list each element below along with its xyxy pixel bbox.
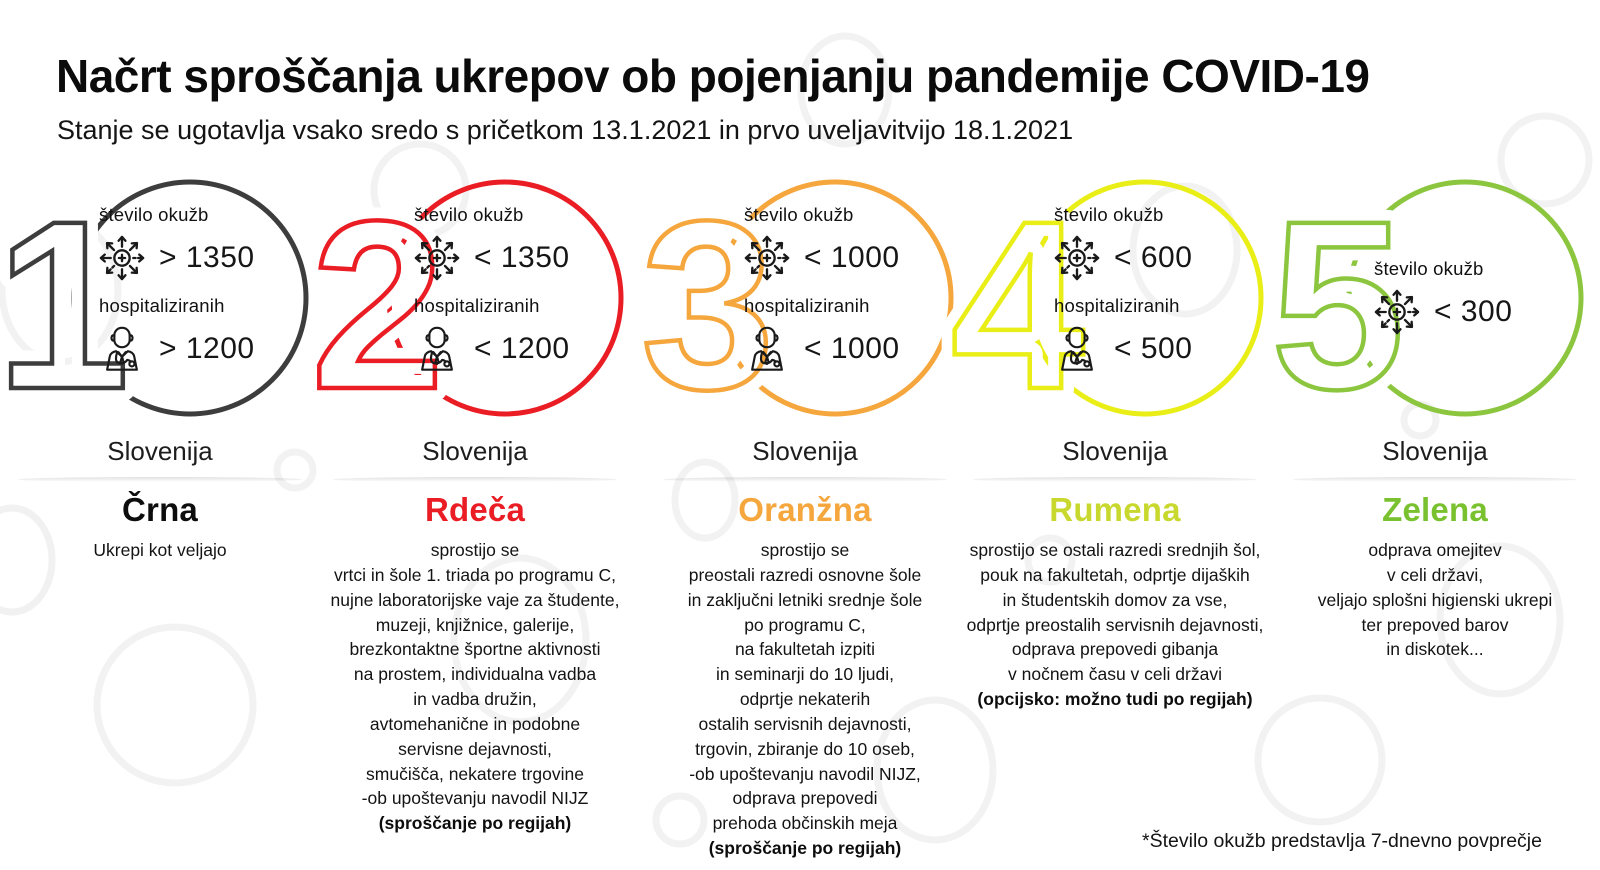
stage-note: (opcijsko: možno tudi po regijah): [977, 689, 1253, 710]
hospitalized-value: > 1200: [159, 332, 255, 365]
metrics: število okužb < 300: [1370, 258, 1580, 349]
stage-number: 5: [1271, 171, 1404, 439]
infections-value: < 300: [1434, 295, 1513, 328]
stage-number: 2: [311, 171, 444, 439]
hospitalized-label: hospitaliziranih: [1054, 295, 1180, 316]
stage-description: sprostijo se vrtci in šole 1. triada po …: [330, 540, 620, 809]
stage-number: 1: [0, 171, 129, 439]
stage-number: 4: [951, 171, 1084, 439]
stage-number-halo: 2: [311, 171, 444, 439]
stage-circle: [716, 179, 954, 417]
doctor-icon: [1061, 326, 1093, 371]
hospitalized-label: hospitaliziranih: [744, 295, 870, 316]
doctor-icon: [106, 326, 138, 371]
stage-note: (sproščanje po regijah): [378, 813, 572, 834]
infections-label: število okužb: [1054, 204, 1164, 225]
stage-name: Oranžna: [738, 491, 872, 528]
stage-number-halo: 1: [0, 171, 129, 439]
infections-metric: število okužb < 1000: [740, 204, 950, 287]
footnote: *Število okužb predstavlja 7-dnevno povp…: [1142, 829, 1542, 852]
metrics: število okužb > 1350 hospitaliziranih > …: [95, 204, 305, 386]
infections-metric: število okužb > 1350: [95, 204, 305, 287]
stage-4-badge: 4 4: [938, 158, 1264, 452]
stage-1-badge: 1 1: [0, 158, 309, 452]
stage-3-badge: 3 3: [628, 158, 954, 452]
divider: [333, 477, 617, 482]
page-title: Načrt sproščanja ukrepov ob pojenjanju p…: [56, 49, 1370, 102]
stage-2-badge: 2 2: [298, 158, 624, 452]
stage-5: 5 5 število okužb < 300 Slovenija Zelena…: [1258, 158, 1595, 858]
stage-name: Zelena: [1382, 491, 1488, 528]
virus-spread-icon: [1054, 235, 1100, 281]
metrics: število okužb < 600 hospitaliziranih < 5…: [1050, 204, 1260, 386]
stage-number: 3: [641, 171, 774, 439]
hospitalized-value: < 1000: [804, 332, 900, 365]
infections-label: število okužb: [744, 204, 854, 225]
infections-value: < 1350: [474, 241, 570, 274]
infections-metric: število okužb < 1350: [410, 204, 620, 287]
infections-metric: število okužb < 600: [1050, 204, 1260, 287]
hospitalized-metric: hospitaliziranih < 500: [1050, 295, 1260, 378]
metrics: število okužb < 1350 hospitaliziranih < …: [410, 204, 620, 386]
stage-description: Ukrepi kot veljajo: [93, 540, 227, 560]
infections-value: > 1350: [159, 241, 255, 274]
infections-metric: število okužb < 300: [1370, 258, 1580, 341]
region-label: Slovenija: [1062, 436, 1168, 466]
infections-value: < 600: [1114, 241, 1193, 274]
hospitalized-metric: hospitaliziranih > 1200: [95, 295, 305, 378]
stage-circle: [386, 179, 624, 417]
stage-note: (sproščanje po regijah): [708, 838, 902, 859]
hospitalized-label: hospitaliziranih: [99, 295, 225, 316]
hospitalized-value: < 500: [1114, 332, 1193, 365]
hospitalized-metric: hospitaliziranih < 1200: [410, 295, 620, 378]
stage-3: 3 3 število okužb < 1000 hospitalizirani…: [628, 158, 965, 858]
stage-5-badge: 5 5: [1258, 158, 1584, 452]
divider: [663, 477, 947, 482]
stage-name: Rdeča: [424, 491, 526, 528]
infections-label: število okužb: [99, 204, 209, 225]
stage-number-halo: 3: [641, 171, 774, 439]
stage-circle: [1026, 179, 1264, 417]
stage-description: sprostijo se ostali razredi srednjih šol…: [966, 540, 1264, 685]
region-label: Slovenija: [752, 436, 858, 466]
stage-description: sprostijo se preostali razredi osnovne š…: [687, 540, 923, 834]
virus-spread-icon: [744, 235, 790, 281]
virus-spread-icon: [414, 235, 460, 281]
stage-name: Rumena: [1049, 491, 1181, 528]
virus-spread-icon: [99, 235, 145, 281]
infections-label: število okužb: [1374, 258, 1484, 279]
infections-label: število okužb: [414, 204, 524, 225]
region-label: Slovenija: [107, 436, 213, 466]
region-label: Slovenija: [1382, 436, 1488, 466]
divider: [1293, 477, 1577, 482]
hospitalized-metric: hospitaliziranih < 1000: [740, 295, 950, 378]
stage-description: odprava omejitev v celi državi, veljajo …: [1317, 540, 1553, 660]
stage-circle: [71, 179, 309, 417]
stage-circle: [1346, 179, 1584, 417]
divider: [18, 477, 302, 482]
divider: [973, 477, 1257, 482]
hospitalized-label: hospitaliziranih: [414, 295, 540, 316]
metrics: število okužb < 1000 hospitaliziranih < …: [740, 204, 950, 386]
stage-name: Črna: [122, 491, 198, 528]
stage-2: 2 2 število okužb < 1350 hospitalizirani…: [298, 158, 635, 858]
infections-value: < 1000: [804, 241, 900, 274]
region-label: Slovenija: [422, 436, 528, 466]
doctor-icon: [751, 326, 783, 371]
stage-number-halo: 5: [1271, 171, 1404, 439]
stage-number-halo: 4: [951, 171, 1084, 439]
doctor-icon: [421, 326, 453, 371]
stage-4: 4 4 število okužb < 600 hospitaliziranih…: [938, 158, 1275, 858]
virus-spread-icon: [1374, 289, 1420, 335]
hospitalized-value: < 1200: [474, 332, 570, 365]
page-subtitle: Stanje se ugotavlja vsako sredo s pričet…: [57, 115, 1074, 145]
stage-1: 1 1 število okužb > 1350 hospitalizirani…: [0, 158, 320, 858]
